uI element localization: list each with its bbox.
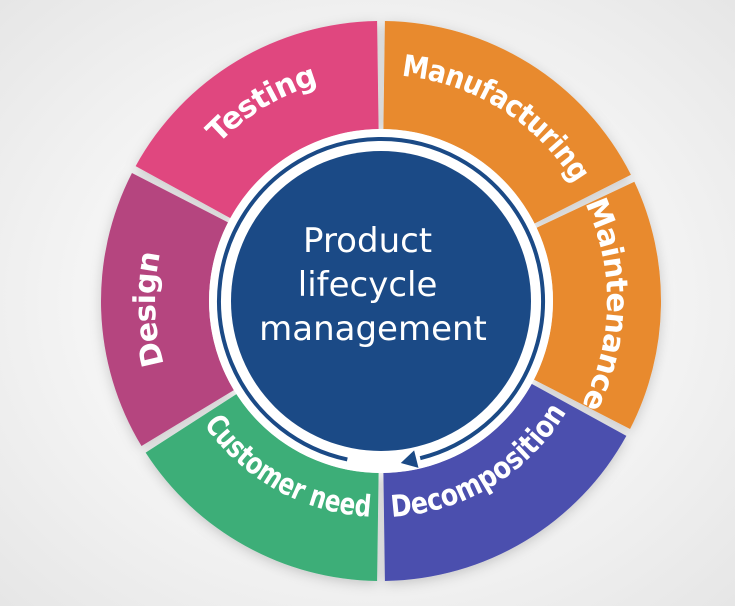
- segment-manufacturing: [383, 21, 631, 224]
- segment-customer-need: [145, 394, 379, 581]
- center-circle: [231, 151, 531, 451]
- segment-decomposition: [383, 383, 627, 581]
- segment-design: [100, 173, 234, 447]
- wheel-segments: [100, 21, 661, 581]
- cycle-arrowhead-icon: [400, 450, 419, 468]
- center-title: Product lifecycle management: [259, 221, 487, 349]
- segment-testing: [135, 21, 379, 219]
- center-line-3: management: [259, 309, 487, 349]
- cycle-arrow: [217, 137, 545, 462]
- segment-maintenance: [533, 181, 661, 429]
- center-line-1: Product: [303, 221, 432, 261]
- center-line-2: lifecycle: [298, 265, 438, 305]
